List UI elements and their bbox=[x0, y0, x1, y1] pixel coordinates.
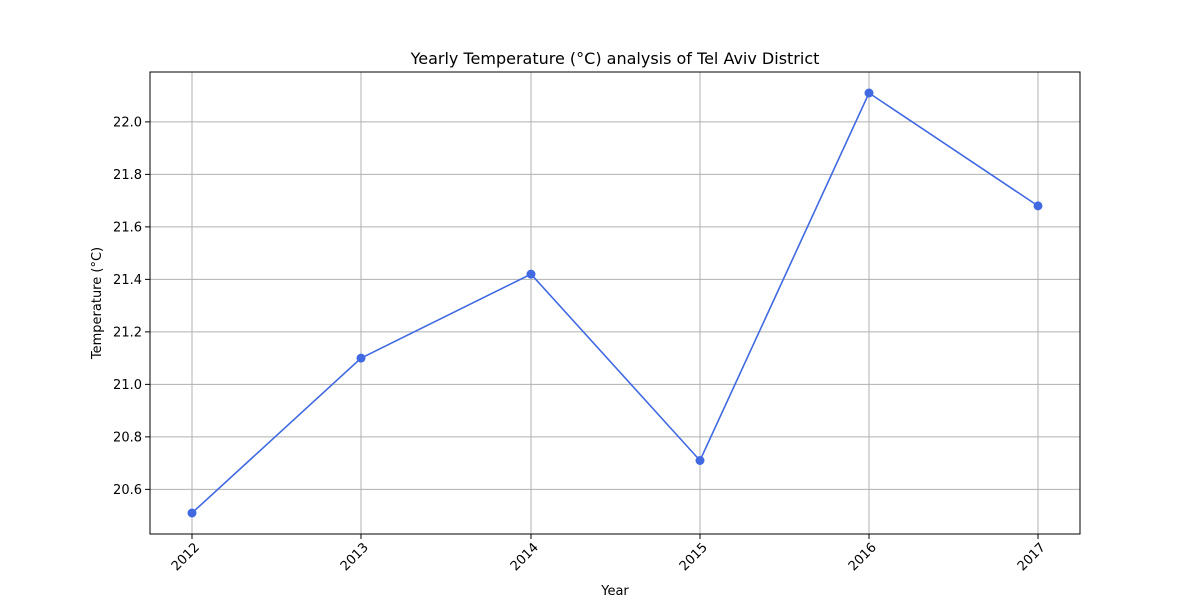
data-point-2016 bbox=[864, 88, 874, 98]
plot-frame bbox=[149, 71, 1081, 535]
y-tick-label: 21.8 bbox=[113, 168, 142, 183]
y-tick-label: 21.2 bbox=[113, 325, 142, 340]
series-line bbox=[191, 91, 1039, 514]
y-tick-label: 20.8 bbox=[113, 430, 142, 445]
y-tick-label: 21.6 bbox=[113, 220, 142, 235]
grid bbox=[150, 72, 1080, 534]
data-point-2014 bbox=[526, 269, 536, 279]
x-axis-label: Year bbox=[600, 584, 629, 599]
y-tick-label: 20.6 bbox=[113, 483, 142, 498]
y-axis-label: Temperature (°C) bbox=[90, 247, 105, 360]
y-tick-label: 22.0 bbox=[113, 115, 142, 130]
y-tick-label: 21.0 bbox=[113, 378, 142, 393]
y-tick-label: 21.4 bbox=[113, 273, 142, 288]
chart-title: Yearly Temperature (°C) analysis of Tel … bbox=[410, 49, 820, 68]
data-point-2017 bbox=[1033, 201, 1043, 211]
data-point-2015 bbox=[695, 456, 705, 465]
series-layer bbox=[187, 88, 1043, 518]
data-point-2013 bbox=[356, 353, 366, 363]
data-point-2012 bbox=[187, 508, 197, 518]
